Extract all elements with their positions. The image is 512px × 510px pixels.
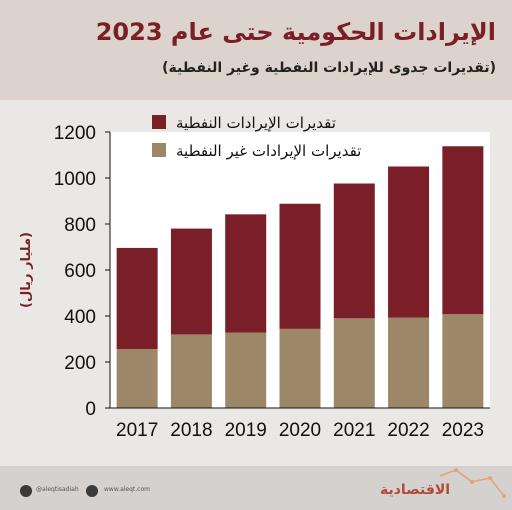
y-tick-label: 800	[64, 215, 96, 236]
bar-oil-2021	[333, 183, 375, 319]
x-tick-label: 2017	[116, 420, 158, 441]
bar-oil-2022	[388, 166, 430, 318]
legend-swatch	[152, 115, 166, 129]
instagram-icon[interactable]	[86, 485, 98, 497]
chart-subtitle: (تقديرات جدوى للإيرادات النفطية وغير الن…	[162, 60, 496, 76]
legend-label: تقديرات الإيرادات غير النفطية	[176, 142, 361, 160]
brand-trend-icon	[439, 468, 506, 498]
footer-bar: @aleqtisadiah www.aleqt.com الاقتصادية	[0, 466, 512, 510]
twitter-icon[interactable]	[20, 485, 32, 497]
y-tick-label: 400	[64, 307, 96, 328]
bar-non-oil-2022	[388, 317, 430, 408]
y-tick-label: 0	[85, 399, 96, 420]
bar-non-oil-2023	[442, 314, 484, 408]
legend-swatch	[152, 143, 166, 157]
bar-oil-2020	[279, 203, 321, 329]
bar-non-oil-2020	[279, 328, 321, 408]
twitter-handle[interactable]: @aleqtisadiah	[36, 486, 79, 493]
x-tick-label: 2022	[387, 420, 429, 441]
x-tick-label: 2019	[225, 420, 267, 441]
y-axis-label: (مليار ريال)	[19, 232, 34, 308]
header-band: الإيرادات الحكومية حتى عام 2023 (تقديرات…	[0, 0, 512, 100]
brand-logo: الاقتصادية	[380, 482, 451, 498]
x-tick-label: 2021	[333, 420, 375, 441]
bar-non-oil-2017	[116, 349, 158, 408]
website-link[interactable]: www.aleqt.com	[104, 486, 150, 493]
x-tick-label: 2023	[442, 420, 484, 441]
bar-non-oil-2019	[225, 332, 267, 408]
y-tick-label: 600	[64, 261, 96, 282]
legend-label: تقديرات الإيرادات النفطية	[176, 114, 336, 132]
bar-oil-2018	[170, 228, 212, 335]
y-tick-label: 200	[64, 353, 96, 374]
x-tick-label: 2020	[279, 420, 321, 441]
bar-oil-2023	[442, 146, 484, 315]
bar-non-oil-2021	[333, 318, 375, 408]
bar-oil-2019	[225, 214, 267, 333]
chart-title: الإيرادات الحكومية حتى عام 2023	[95, 18, 496, 46]
bar-oil-2017	[116, 247, 158, 350]
y-tick-label: 1000	[54, 169, 96, 190]
x-tick-label: 2018	[170, 420, 212, 441]
y-tick-label: 1200	[54, 123, 96, 144]
stacked-bar-chart: 2017 2018 2019 2020 2021 2022 2023 0 200 400 600 80…	[19, 114, 490, 441]
bar-non-oil-2018	[170, 334, 212, 408]
